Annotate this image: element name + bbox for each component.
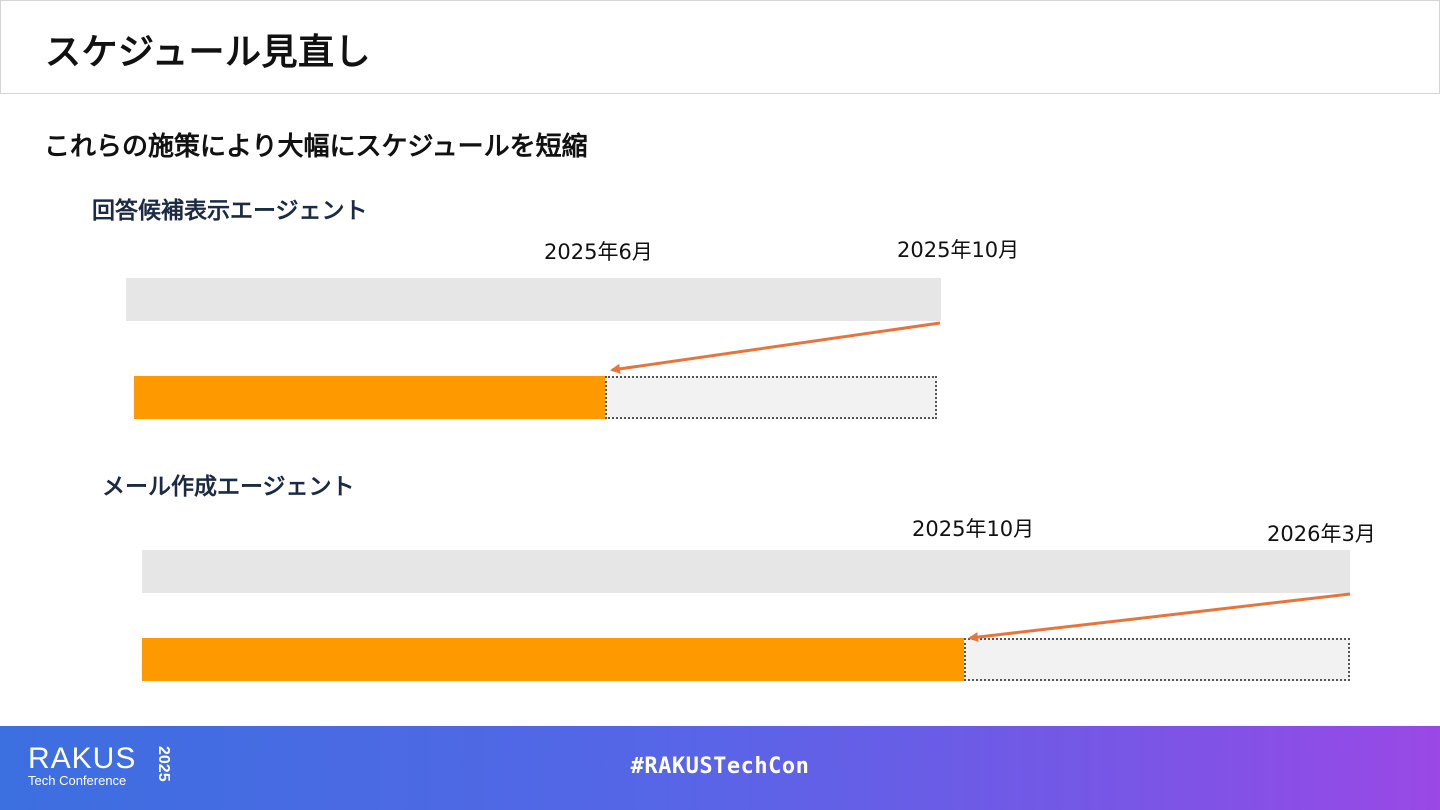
- logo-sub-text: Tech Conference: [28, 773, 127, 788]
- rakus-logo: RAKUS Tech Conference 2025: [28, 742, 172, 788]
- title-bar: スケジュール見直し: [0, 0, 1440, 94]
- agent-1-shorten-arrow: [610, 321, 941, 374]
- agent-2-old-date: 2026年3月: [1267, 522, 1376, 546]
- agent-1-new-schedule-bar: [134, 376, 605, 419]
- agent-2-saved-time-bar: [964, 638, 1350, 681]
- agent-2-shorten-arrow: [968, 592, 1351, 643]
- agent-2-new-date: 2025年10月: [912, 517, 1035, 541]
- agent-1-label: 回答候補表示エージェント: [92, 198, 368, 224]
- agent-1-old-date: 2025年10月: [897, 238, 1020, 262]
- logo-year: 2025: [155, 746, 172, 782]
- agent-1-original-schedule-bar: [126, 278, 941, 321]
- agent-1-new-date: 2025年6月: [544, 240, 653, 264]
- agent-2-new-schedule-bar: [142, 638, 964, 681]
- agent-2-label: メール作成エージェント: [102, 474, 355, 500]
- agent-1-saved-time-bar: [605, 376, 937, 419]
- footer-hashtag: #RAKUSTechCon: [630, 754, 810, 779]
- agent-2-original-schedule-bar: [142, 550, 1350, 593]
- slide-subtitle: これらの施策により大幅にスケジュールを短縮: [44, 132, 588, 162]
- logo-main-text: RAKUS: [28, 742, 137, 775]
- slide-title: スケジュール見直し: [45, 32, 371, 73]
- footer: RAKUS Tech Conference 2025 #RAKUSTechCon: [0, 726, 1440, 810]
